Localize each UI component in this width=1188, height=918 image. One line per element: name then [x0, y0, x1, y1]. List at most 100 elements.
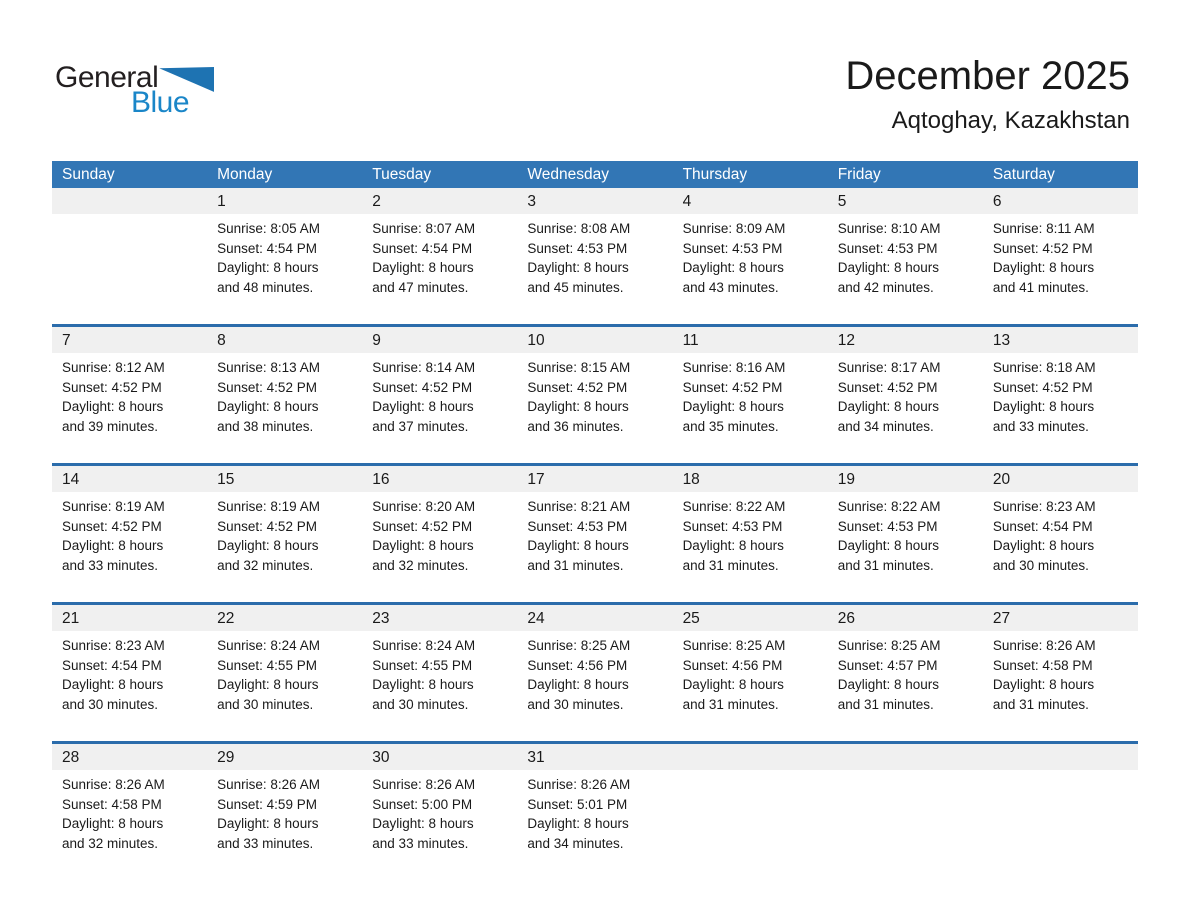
sunrise-text: Sunrise: 8:20 AM [372, 499, 476, 514]
sunset-text: Sunset: 4:59 PM [217, 796, 317, 812]
page-title: December 2025 [845, 54, 1130, 98]
sunset-text: Sunset: 4:53 PM [527, 518, 628, 534]
day-cell: Sunrise: 8:10 AM Sunset: 4:53 PM Daylight:… [828, 219, 983, 324]
day-number: 26 [837, 610, 855, 627]
sunrise-text: Sunrise: 8:26 AM [217, 777, 320, 792]
sunrise-text: Sunrise: 8:26 AM [372, 777, 476, 792]
sunrise-text: Sunrise: 8:25 AM [837, 638, 941, 653]
daylight-text-line1: Daylight: 8 hours [62, 677, 164, 692]
daylight-text-line1: Daylight: 8 hours [527, 399, 629, 414]
day-cell: Sunrise: 8:23 AM Sunset: 4:54 PM Daylight:… [52, 636, 207, 741]
daylight-text-line2: and 47 minutes. [372, 279, 469, 295]
day-number: 2 [372, 193, 381, 210]
daylight-text-line1: Daylight: 8 hours [62, 816, 164, 831]
sunset-text: Sunset: 4:54 PM [372, 240, 473, 256]
sunset-text: Sunset: 4:52 PM [217, 379, 317, 395]
daylight-text-line1: Daylight: 8 hours [372, 260, 474, 275]
daylight-text-line2: and 33 minutes. [372, 835, 469, 851]
day-number: 21 [62, 610, 80, 627]
day-cell: Sunrise: 8:26 AM Sunset: 4:59 PM Daylight:… [207, 775, 362, 880]
sunrise-text: Sunrise: 8:26 AM [62, 777, 165, 792]
week-details-row: Sunrise: 8:19 AM Sunset: 4:52 PM Daylight:… [52, 492, 1138, 602]
logo-text-blue: Blue [131, 86, 190, 119]
sunrise-text: Sunrise: 8:10 AM [837, 221, 941, 236]
daylight-text-line2: and 31 minutes. [682, 696, 779, 712]
day-number: 3 [527, 193, 537, 210]
daylight-text-line1: Daylight: 8 hours [837, 538, 940, 553]
day-cell: Sunrise: 8:20 AM Sunset: 4:52 PM Daylight:… [362, 497, 517, 602]
daylight-text-line1: Daylight: 8 hours [372, 399, 474, 414]
day-number: 10 [527, 332, 545, 349]
sunset-text: Sunset: 4:54 PM [217, 240, 317, 256]
day-cell: Sunrise: 8:22 AM Sunset: 4:53 PM Daylight:… [673, 497, 828, 602]
day-number: 17 [527, 471, 545, 488]
sunset-text: Sunset: 4:52 PM [682, 379, 783, 395]
daylight-text-line2: and 33 minutes. [992, 418, 1089, 434]
day-cell: Sunrise: 8:25 AM Sunset: 4:56 PM Daylight:… [673, 636, 828, 741]
sunrise-text: Sunrise: 8:18 AM [992, 360, 1096, 375]
sunrise-text: Sunrise: 8:08 AM [527, 221, 631, 236]
week-details-row: Sunrise: 8:12 AM Sunset: 4:52 PM Daylight:… [52, 353, 1138, 463]
day-number: 4 [682, 193, 692, 210]
week-day-number-band: 21 22 23 24 25 26 27 [52, 605, 1138, 631]
daylight-text-line2: and 45 minutes. [527, 279, 624, 295]
sunset-text: Sunset: 4:52 PM [62, 518, 162, 534]
page-subtitle: Aqtoghay, Kazakhstan [891, 107, 1130, 134]
daylight-text-line1: Daylight: 8 hours [992, 538, 1095, 553]
sunset-text: Sunset: 4:53 PM [837, 518, 938, 534]
empty-day-number [52, 188, 207, 215]
daylight-text-line2: and 43 minutes. [682, 279, 779, 295]
daylight-text-line1: Daylight: 8 hours [217, 260, 319, 275]
sunrise-text: Sunrise: 8:05 AM [217, 221, 320, 236]
day-number: 8 [217, 332, 226, 349]
daylight-text-line1: Daylight: 8 hours [682, 538, 784, 553]
sunset-text: Sunset: 4:52 PM [837, 379, 938, 395]
sunset-text: Sunset: 4:56 PM [682, 657, 783, 673]
daylight-text-line1: Daylight: 8 hours [217, 399, 319, 414]
daylight-text-line2: and 30 minutes. [527, 696, 624, 712]
daylight-text-line1: Daylight: 8 hours [217, 538, 319, 553]
sunset-text: Sunset: 4:52 PM [62, 379, 162, 395]
week-details-row: Sunrise: 8:05 AM Sunset: 4:54 PM Daylight:… [52, 214, 1138, 324]
general-blue-logo: General Blue [55, 62, 225, 119]
sunrise-text: Sunrise: 8:24 AM [217, 638, 320, 653]
daylight-text-line2: and 34 minutes. [527, 835, 624, 851]
daylight-text-line2: and 33 minutes. [62, 557, 159, 573]
daylight-text-line2: and 37 minutes. [372, 418, 469, 434]
day-cell: Sunrise: 8:23 AM Sunset: 4:54 PM Daylight:… [983, 497, 1138, 602]
day-header-sunday: Sunday [62, 166, 115, 183]
day-header-thursday: Thursday [682, 166, 748, 183]
sunset-text: Sunset: 4:52 PM [217, 518, 317, 534]
daylight-text-line1: Daylight: 8 hours [372, 538, 474, 553]
daylight-text-line1: Daylight: 8 hours [217, 816, 319, 831]
daylight-text-line2: and 38 minutes. [217, 418, 314, 434]
day-cell: Sunrise: 8:22 AM Sunset: 4:53 PM Daylight:… [828, 497, 983, 602]
week-row: 7 8 9 10 11 12 13 Sunrise: 8:12 AM Sunset: 4:52 … [52, 324, 1138, 463]
week-row: 1 2 3 4 5 6 Sunrise: 8:05 AM Sunset: 4:54 PM Day… [52, 188, 1138, 324]
daylight-text-line2: and 31 minutes. [837, 696, 934, 712]
day-number: 25 [682, 610, 700, 627]
sunrise-text: Sunrise: 8:09 AM [682, 221, 786, 236]
day-number: 29 [217, 749, 235, 766]
day-number: 16 [372, 471, 390, 488]
sunset-text: Sunset: 4:52 PM [372, 518, 473, 534]
daylight-text-line2: and 32 minutes. [217, 557, 314, 573]
daylight-text-line1: Daylight: 8 hours [682, 260, 784, 275]
daylight-text-line2: and 31 minutes. [992, 696, 1089, 712]
sunrise-text: Sunrise: 8:17 AM [837, 360, 941, 375]
sunset-text: Sunset: 4:58 PM [992, 657, 1093, 673]
daylight-text-line2: and 30 minutes. [992, 557, 1089, 573]
sunrise-text: Sunrise: 8:26 AM [992, 638, 1096, 653]
day-cell: Sunrise: 8:26 AM Sunset: 4:58 PM Daylight:… [983, 636, 1138, 741]
day-header-saturday: Saturday [992, 166, 1055, 183]
sunset-text: Sunset: 4:56 PM [527, 657, 628, 673]
sunrise-text: Sunrise: 8:19 AM [62, 499, 165, 514]
daylight-text-line1: Daylight: 8 hours [682, 399, 784, 414]
calendar-table: Sunday Monday Tuesday Wednesday Thursday Frid… [52, 161, 1138, 880]
sunrise-text: Sunrise: 8:16 AM [682, 360, 786, 375]
daylight-text-line2: and 35 minutes. [682, 418, 779, 434]
day-cell: Sunrise: 8:18 AM Sunset: 4:52 PM Daylight:… [983, 358, 1138, 463]
sunrise-text: Sunrise: 8:11 AM [992, 221, 1095, 236]
day-cell: Sunrise: 8:26 AM Sunset: 5:01 PM Daylight:… [517, 775, 672, 880]
day-number: 12 [837, 332, 855, 349]
